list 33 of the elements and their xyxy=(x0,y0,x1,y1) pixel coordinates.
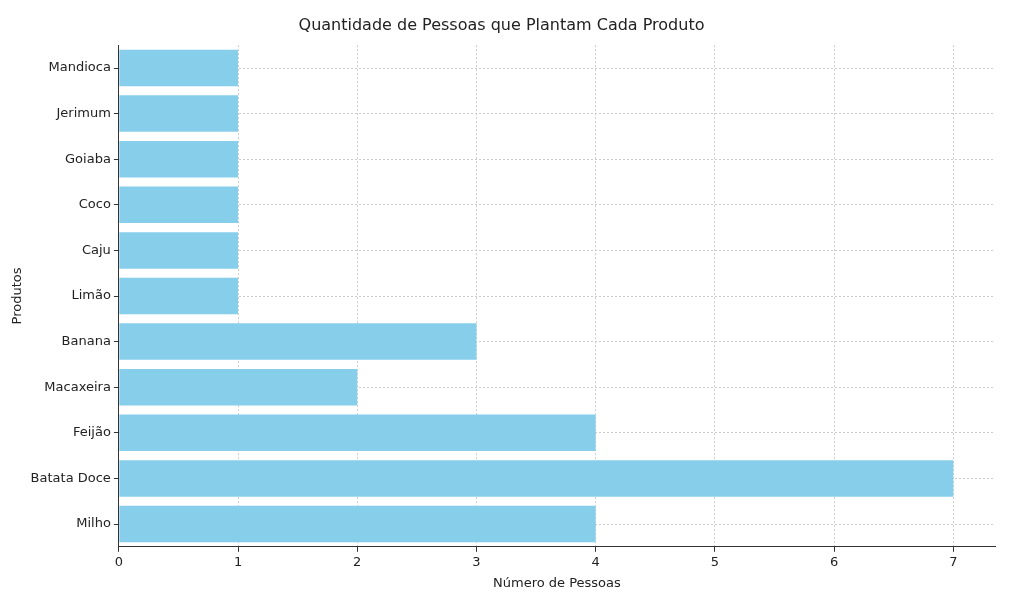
x-axis-title: Número de Pessoas xyxy=(493,574,622,590)
x-tick-label: 2 xyxy=(353,553,362,569)
bar xyxy=(119,186,239,224)
bar xyxy=(119,460,954,497)
bar xyxy=(119,323,477,360)
chart-title: Quantidade de Pessoas que Plantam Cada Produto xyxy=(298,14,705,34)
y-tick-label: Macaxeira xyxy=(44,378,111,394)
y-tick-label: Batata Doce xyxy=(30,469,111,485)
y-tick-label: Limão xyxy=(71,287,111,303)
y-tick-label: Jerimum xyxy=(55,104,111,120)
bar xyxy=(119,49,239,87)
bar xyxy=(119,414,596,452)
x-tick-label: 1 xyxy=(233,553,243,569)
y-tick-label: Coco xyxy=(78,196,111,212)
y-tick-label: Mandioca xyxy=(48,59,111,75)
x-tick-label: 0 xyxy=(114,553,123,569)
x-tick-label: 5 xyxy=(710,553,720,569)
y-tick-label: Milho xyxy=(76,515,111,531)
x-tick-label: 4 xyxy=(591,553,600,569)
y-tick-label: Goiaba xyxy=(65,150,111,166)
x-tick-label: 6 xyxy=(829,553,839,569)
bar xyxy=(119,277,239,315)
y-tick-label: Caju xyxy=(81,241,111,257)
y-axis-title: Produtos xyxy=(9,267,25,325)
y-tick-label: Banana xyxy=(61,332,111,348)
bar xyxy=(119,368,358,406)
x-tick-label: 3 xyxy=(472,553,481,569)
bar xyxy=(119,505,596,543)
bar xyxy=(119,232,239,269)
bar xyxy=(119,95,239,132)
x-tick-label: 7 xyxy=(949,553,958,569)
bar xyxy=(119,140,239,178)
y-tick-label: Feijão xyxy=(72,424,111,440)
